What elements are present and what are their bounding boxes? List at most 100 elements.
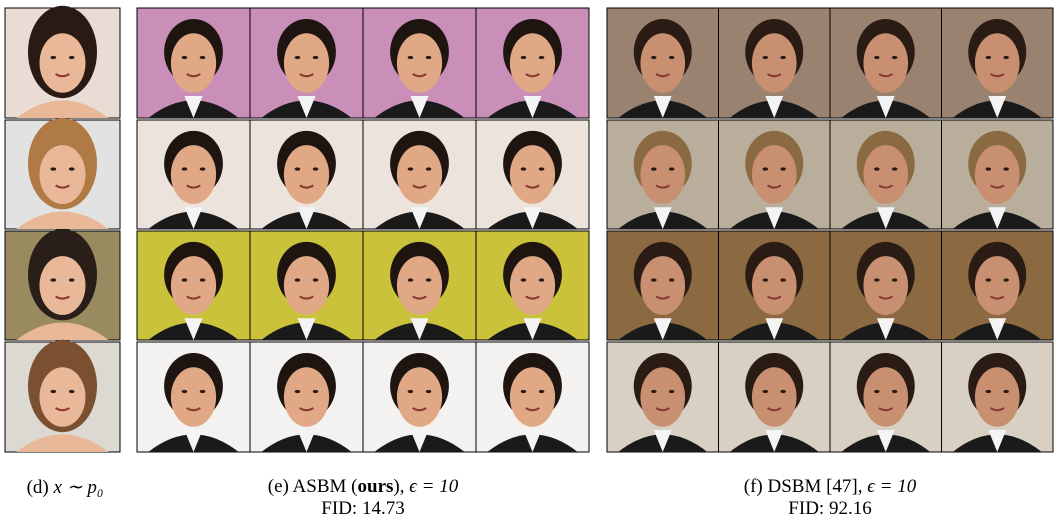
eye <box>50 56 56 59</box>
eye <box>763 167 769 170</box>
eye <box>780 278 786 281</box>
figure: (d) x ∼ p₀ (e) ASBM (ours), ϵ = 10FID: 1… <box>0 0 1055 523</box>
face <box>863 367 908 426</box>
eye <box>295 278 301 281</box>
eye <box>651 56 657 59</box>
face <box>640 367 685 426</box>
eye <box>408 278 414 281</box>
eye <box>539 390 545 393</box>
eye <box>874 167 880 170</box>
eye <box>1003 167 1009 170</box>
eye <box>521 390 527 393</box>
face <box>40 256 86 315</box>
eye <box>874 390 880 393</box>
eye <box>200 167 206 170</box>
face <box>284 33 329 92</box>
eye <box>50 390 56 393</box>
eye <box>182 278 188 281</box>
face <box>171 145 216 204</box>
face <box>171 33 216 92</box>
eye <box>780 390 786 393</box>
face <box>510 145 555 204</box>
face <box>510 367 555 426</box>
face <box>40 145 86 204</box>
eye <box>892 167 898 170</box>
eye <box>182 56 188 59</box>
face <box>397 367 442 426</box>
eye <box>892 390 898 393</box>
face <box>397 145 442 204</box>
eye <box>69 56 75 59</box>
eye <box>426 390 432 393</box>
eye <box>539 56 545 59</box>
caption-math: x ∼ p₀ <box>53 477 103 498</box>
eye <box>408 167 414 170</box>
eye <box>295 56 301 59</box>
eye <box>295 390 301 393</box>
eye <box>408 390 414 393</box>
eye <box>986 278 992 281</box>
caption-label: (f) DSBM [47], <box>744 476 863 497</box>
eye <box>539 167 545 170</box>
eye <box>986 167 992 170</box>
eye <box>50 278 56 281</box>
eye <box>313 390 319 393</box>
eye <box>669 278 675 281</box>
caption-f: (f) DSBM [47], ϵ = 10FID: 92.16 <box>607 476 1053 520</box>
eye <box>521 167 527 170</box>
caption-d: (d) x ∼ p₀ <box>5 476 125 499</box>
eye <box>669 390 675 393</box>
eye <box>521 278 527 281</box>
eye <box>69 167 75 170</box>
eye <box>651 390 657 393</box>
eye <box>313 56 319 59</box>
face <box>975 367 1020 426</box>
eye <box>408 56 414 59</box>
eye <box>651 278 657 281</box>
eye <box>780 56 786 59</box>
face <box>284 145 329 204</box>
eye <box>182 167 188 170</box>
eye <box>1003 278 1009 281</box>
face <box>863 256 908 315</box>
eye <box>1003 390 1009 393</box>
eye <box>69 390 75 393</box>
eye <box>763 278 769 281</box>
image-grid <box>0 0 1055 470</box>
face <box>752 33 797 92</box>
eye <box>50 167 56 170</box>
face <box>640 256 685 315</box>
face <box>171 367 216 426</box>
eye <box>200 390 206 393</box>
face <box>752 367 797 426</box>
caption-text: ), <box>393 476 404 497</box>
face <box>40 33 86 92</box>
eye <box>874 278 880 281</box>
face <box>863 145 908 204</box>
face <box>40 367 86 426</box>
fid-score: FID: 92.16 <box>788 498 871 519</box>
eye <box>892 56 898 59</box>
face <box>397 256 442 315</box>
caption-label: (e) ASBM ( <box>268 476 358 497</box>
eye <box>986 390 992 393</box>
face <box>510 33 555 92</box>
eye <box>780 167 786 170</box>
face <box>640 33 685 92</box>
eye <box>426 56 432 59</box>
eye <box>295 167 301 170</box>
eye <box>986 56 992 59</box>
eye <box>182 390 188 393</box>
eye <box>200 278 206 281</box>
face <box>640 145 685 204</box>
eye <box>521 56 527 59</box>
eye <box>200 56 206 59</box>
caption-bold: ours <box>358 476 394 497</box>
eye <box>426 167 432 170</box>
face <box>752 145 797 204</box>
eye <box>763 390 769 393</box>
face <box>975 145 1020 204</box>
eye <box>669 167 675 170</box>
eye <box>426 278 432 281</box>
face <box>752 256 797 315</box>
